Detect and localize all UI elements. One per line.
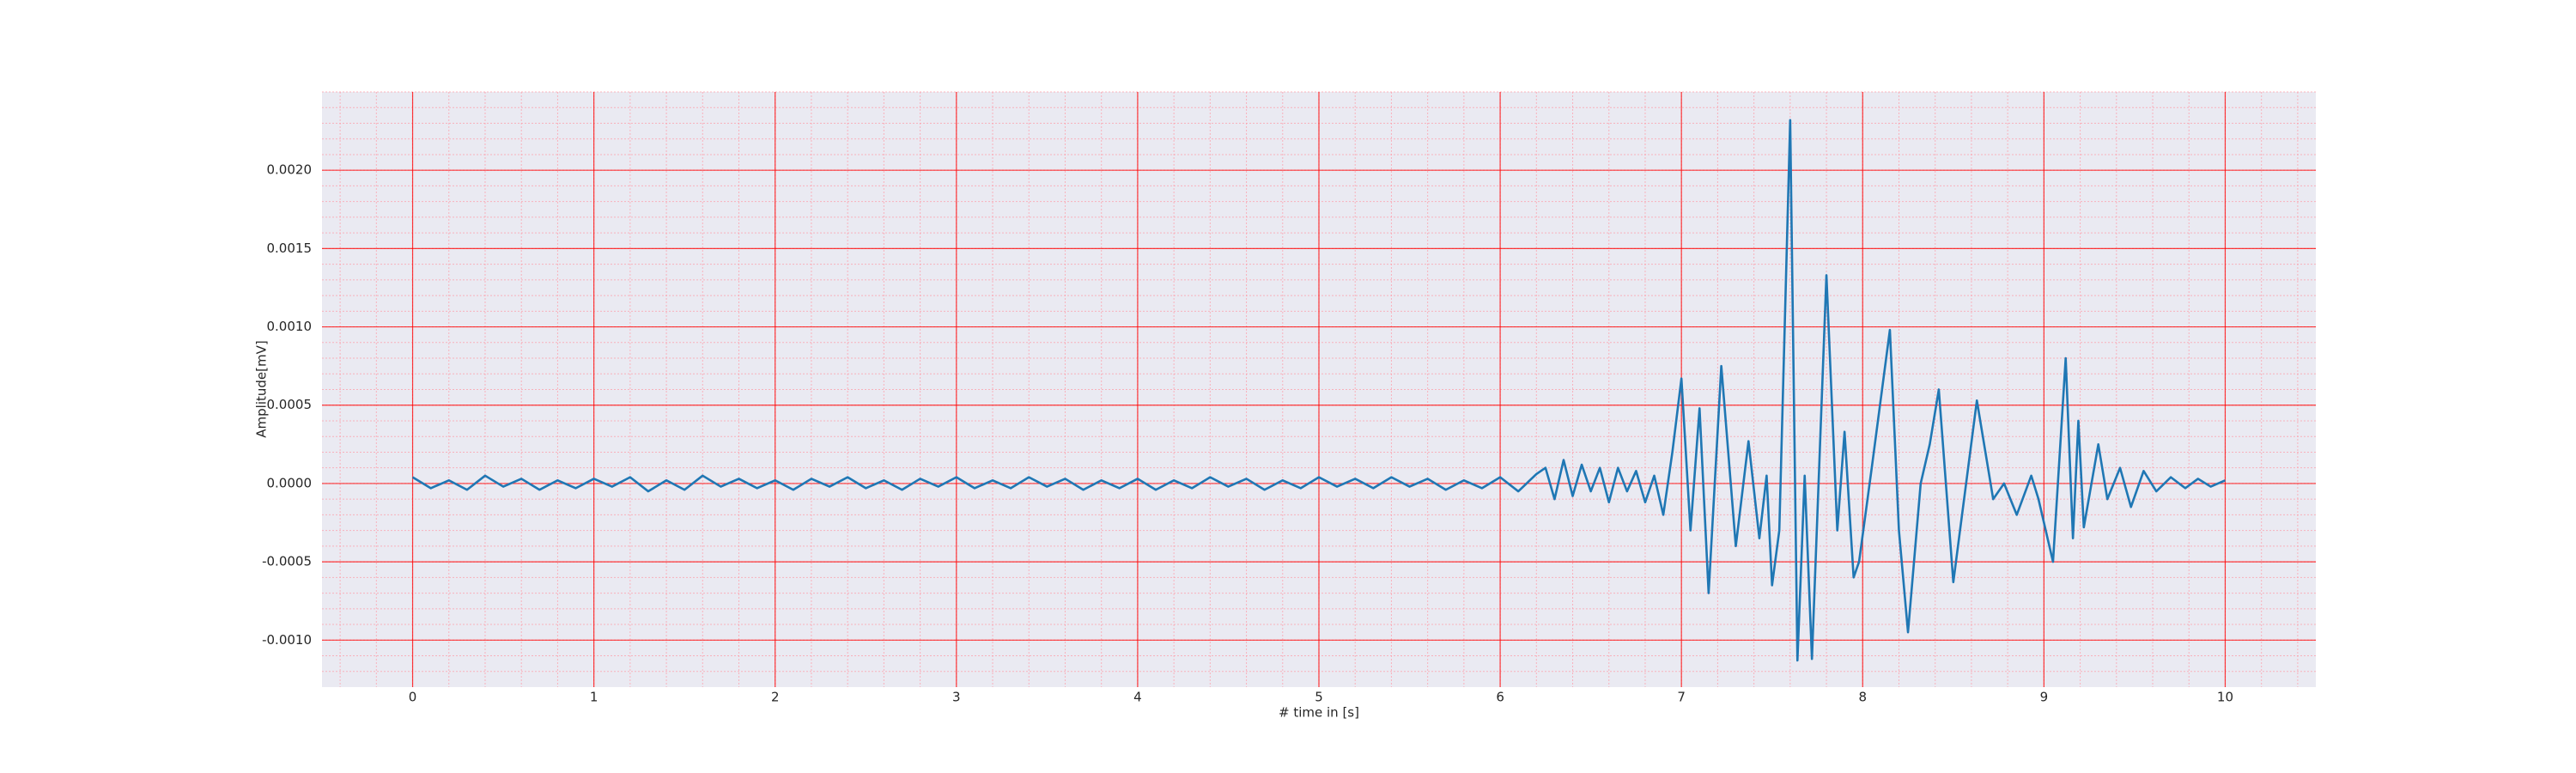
x-tick-label: 5	[1315, 690, 1323, 705]
y-tick-label: 0.0010	[267, 319, 313, 334]
x-axis-label: # time in [s]	[1279, 705, 1359, 721]
x-tick-label: 4	[1133, 690, 1142, 705]
x-tick-label: 9	[2040, 690, 2049, 705]
x-tick-label: 6	[1496, 690, 1504, 705]
y-axis-label: Amplitude[mV]	[254, 340, 270, 437]
grid	[322, 91, 2316, 687]
signal-line	[411, 119, 2226, 662]
x-tick-label: 0	[409, 690, 417, 705]
x-tick-label: 2	[771, 690, 780, 705]
y-tick-label: 0.0020	[267, 162, 313, 178]
x-tick-label: 3	[952, 690, 961, 705]
marks	[411, 119, 2226, 662]
y-tick-label: -0.0005	[262, 554, 312, 569]
y-tick-label: 0.0000	[267, 475, 313, 490]
y-tick-label: 0.0005	[267, 397, 313, 412]
x-tick-label: 8	[1858, 690, 1867, 705]
x-tick-label: 10	[2217, 690, 2233, 705]
x-tick-label: 1	[590, 690, 598, 705]
y-tick-label: -0.0010	[262, 632, 312, 648]
labels: 0 1 2 3 4 5 6 7 8 9 10 -0.0010 -0.0005 0.0000 0.0005 0.…	[262, 162, 2233, 705]
y-tick-label: 0.0015	[267, 240, 313, 256]
x-tick-label: 7	[1677, 690, 1686, 705]
